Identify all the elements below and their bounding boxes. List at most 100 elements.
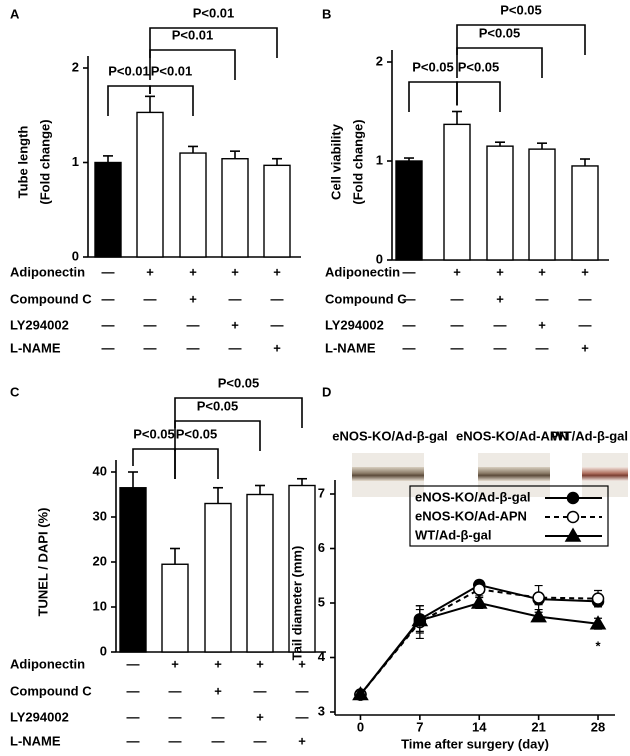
treatment-sign: — [102, 264, 115, 279]
photo-label: WT/Ad-β-gal [551, 428, 628, 443]
y-tick-label: 1 [376, 152, 383, 167]
treatment-sign: + [581, 264, 589, 279]
treatment-sign: — [229, 291, 242, 306]
treatment-sign: + [231, 264, 239, 279]
treatment-sign: + [171, 656, 179, 671]
treatment-sign: — [494, 340, 507, 355]
marker [470, 594, 488, 609]
photo-label: eNOS-KO/Ad-APN [456, 428, 568, 443]
significance-label: P<0.01 [193, 5, 235, 20]
treatment-sign: + [273, 264, 281, 279]
treatment-sign: — [403, 291, 416, 306]
treatment-sign: — [169, 683, 182, 698]
y-tick-label: 5 [318, 594, 325, 609]
treatment-sign: — [451, 317, 464, 332]
y-tick-label: 0 [100, 643, 107, 658]
panel-label: A [10, 6, 20, 21]
significance-bracket [149, 27, 278, 58]
y-tick-label: 0 [72, 248, 79, 263]
treatment-sign: + [538, 264, 546, 279]
marker [411, 611, 429, 627]
y-tick-label: 1 [72, 154, 79, 169]
significance-bracket [149, 49, 236, 80]
treatment-sign: — [254, 683, 267, 698]
significance-label: P<0.05 [479, 25, 521, 40]
treatment-sign: + [298, 733, 306, 748]
treatment-sign: — [536, 291, 549, 306]
significance-bracket [456, 47, 543, 78]
treatment-sign: — [403, 264, 416, 279]
marker [564, 527, 582, 542]
treatment-sign: — [254, 733, 267, 748]
marker [472, 583, 486, 596]
treatment-sign: + [256, 709, 264, 724]
treatment-sign: + [231, 317, 239, 332]
photo-tail [582, 467, 628, 481]
treatment-sign: — [296, 683, 309, 698]
y-tick-label: 0 [376, 251, 383, 266]
bar [119, 487, 147, 653]
panel-label: B [322, 6, 331, 21]
treatment-sign: + [189, 291, 197, 306]
significance-label: P<0.01 [172, 27, 214, 42]
significance-label: P<0.05 [197, 398, 239, 413]
treatment-sign: — [187, 340, 200, 355]
treatment-sign: — [229, 340, 242, 355]
treatment-sign: + [146, 264, 154, 279]
bar [161, 563, 189, 653]
significance-label: P<0.01 [108, 63, 150, 78]
treatment-label: Compound C [10, 683, 92, 698]
treatment-sign: — [127, 683, 140, 698]
significance-bracket [132, 448, 176, 479]
significance-label: P<0.05 [412, 59, 454, 74]
significance-label: P<0.01 [151, 63, 193, 78]
treatment-sign: — [127, 733, 140, 748]
treatment-sign: + [298, 656, 306, 671]
bar [94, 161, 122, 258]
treatment-sign: — [102, 317, 115, 332]
significance-bracket [174, 448, 219, 479]
treatment-sign: — [579, 317, 592, 332]
treatment-sign: — [271, 291, 284, 306]
treatment-sign: — [296, 709, 309, 724]
treatment-sign: — [144, 317, 157, 332]
x-tick-label: 7 [416, 719, 423, 734]
x-tick-label: 0 [357, 719, 364, 734]
y-tick-label: 7 [318, 485, 325, 500]
panel-label: C [10, 384, 20, 399]
treatment-sign: — [579, 291, 592, 306]
bar [486, 145, 514, 261]
y-tick-label: 20 [93, 553, 107, 568]
treatment-sign: — [144, 291, 157, 306]
x-tick-label: 28 [591, 719, 605, 734]
treatment-sign: + [496, 291, 504, 306]
significance-bracket [408, 81, 458, 112]
x-axis-label: Time after surgery (day) [401, 736, 549, 751]
bar [136, 111, 164, 258]
y-tick-label: 3 [318, 703, 325, 718]
y-axis-label: Tube length [15, 126, 30, 199]
treatment-sign: — [403, 317, 416, 332]
treatment-label: Compound C [325, 291, 407, 306]
treatment-label: LY294002 [10, 317, 69, 332]
treatment-sign: + [496, 264, 504, 279]
y-tick-label: 4 [318, 649, 326, 664]
significance-label: P<0.05 [218, 375, 260, 390]
treatment-sign: — [102, 340, 115, 355]
significance-label: P<0.05 [458, 59, 500, 74]
significance-label: P<0.05 [176, 426, 218, 441]
treatment-label: Adiponectin [10, 656, 85, 671]
bar [246, 493, 274, 653]
treatment-label: L-NAME [10, 733, 61, 748]
treatment-sign: — [212, 733, 225, 748]
bar [179, 152, 207, 258]
treatment-sign: — [102, 291, 115, 306]
bar [395, 160, 423, 261]
treatment-sign: — [536, 340, 549, 355]
significance-bracket [456, 81, 501, 112]
treatment-sign: — [451, 340, 464, 355]
treatment-sign: + [453, 264, 461, 279]
treatment-sign: + [189, 264, 197, 279]
treatment-label: Adiponectin [325, 264, 400, 279]
